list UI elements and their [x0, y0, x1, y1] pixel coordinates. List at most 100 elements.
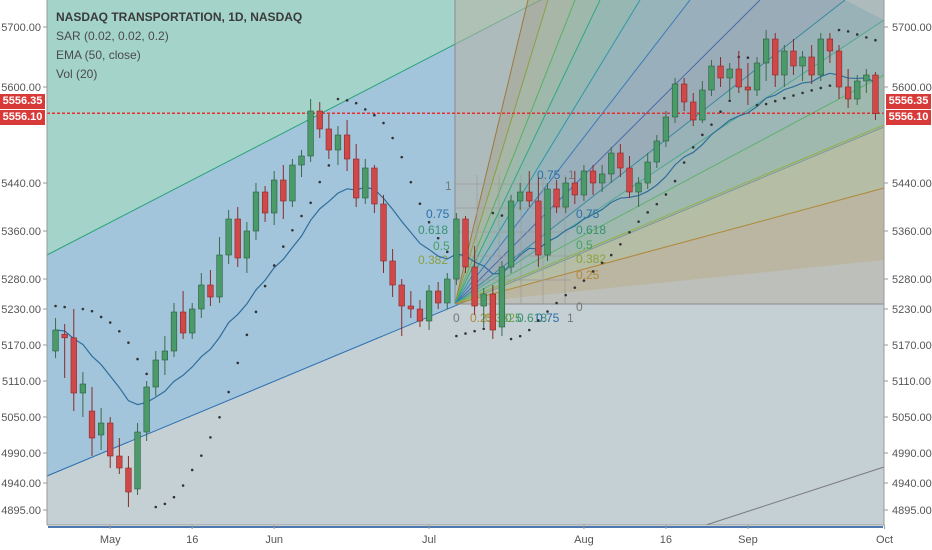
- candle-body: [617, 152, 624, 169]
- gann-level-label: 0.618: [576, 223, 606, 237]
- candle-body: [471, 266, 478, 307]
- y-tick-label-left: 5110.00: [2, 376, 41, 388]
- sar-dot: [619, 242, 622, 246]
- candle: [544, 183, 551, 261]
- time-scrollbar: [48, 526, 883, 528]
- sar-dot: [200, 454, 203, 457]
- candle-body: [535, 200, 542, 256]
- candle: [781, 45, 788, 87]
- candle: [143, 381, 150, 441]
- candle: [52, 318, 59, 359]
- candle: [70, 309, 77, 411]
- sar-dot: [783, 96, 786, 100]
- gann-fan-line: [454, 0, 846, 305]
- candle: [170, 303, 178, 357]
- sar-dot: [118, 329, 121, 333]
- candle: [662, 111, 670, 147]
- sar-dot: [391, 136, 394, 140]
- y-tick-label-right: 5110.00: [892, 376, 931, 388]
- sar-dot: [90, 309, 94, 313]
- candle-body: [416, 308, 424, 322]
- sar-dot: [746, 56, 750, 60]
- sar-dot: [810, 89, 813, 92]
- candle-body: [353, 158, 360, 199]
- candle: [389, 249, 396, 297]
- sar-dot: [628, 230, 631, 234]
- sar-dot: [345, 99, 349, 102]
- candle-body: [817, 38, 824, 76]
- candle-body: [161, 350, 168, 361]
- sar-dot: [227, 390, 230, 394]
- candle-body: [826, 38, 834, 52]
- right-axis-panel: [884, 0, 932, 550]
- candle-body: [134, 431, 141, 490]
- candle-body: [52, 329, 59, 352]
- candle-body: [835, 50, 843, 88]
- sar-dot: [819, 86, 823, 90]
- candle-body: [571, 182, 578, 196]
- candle: [298, 150, 305, 177]
- sar-dot: [682, 161, 686, 164]
- candle: [498, 261, 506, 336]
- sar-dot: [272, 264, 276, 267]
- candle-body: [343, 134, 351, 160]
- candle-body: [435, 290, 442, 304]
- candle: [799, 51, 806, 81]
- candle-body: [854, 80, 861, 100]
- candle-body: [671, 83, 679, 118]
- legend-vol[interactable]: Vol (20): [56, 67, 98, 81]
- sar-dot: [773, 99, 777, 103]
- gann-fan-line: [454, 124, 885, 305]
- candle-body: [61, 333, 68, 339]
- sar-dot: [609, 253, 613, 257]
- candle-body: [753, 62, 761, 91]
- sar-dot: [500, 214, 504, 217]
- candle-body: [626, 167, 633, 193]
- candle: [608, 147, 615, 183]
- candle-body: [189, 308, 196, 334]
- candle-body: [88, 410, 96, 439]
- x-tick-label: 16: [186, 534, 198, 546]
- sar-dot: [837, 28, 841, 32]
- candle: [161, 336, 168, 375]
- sar-dot: [245, 333, 249, 337]
- candle: [398, 279, 405, 336]
- candle: [425, 285, 433, 330]
- sar-dot: [108, 321, 112, 324]
- candle-body: [507, 200, 515, 268]
- legend-symbol-title[interactable]: NASDAQ TRANSPORTATION, 1D, NASDAQ: [56, 10, 303, 24]
- candle-body: [653, 140, 660, 163]
- candle-body: [863, 74, 870, 82]
- current-price-tag-left: 5556.35: [0, 94, 45, 109]
- candle-body: [744, 86, 752, 91]
- current-price-tag-right: 5556.35: [886, 94, 931, 109]
- candle: [179, 291, 187, 339]
- channel-far-line: [705, 466, 885, 526]
- candle: [763, 30, 770, 81]
- sar-dot: [373, 113, 376, 117]
- y-tick-label-right: 4895.00: [892, 505, 932, 517]
- candle: [107, 417, 114, 468]
- sar-dot: [664, 193, 668, 196]
- candle: [61, 324, 68, 378]
- sar-dot: [655, 202, 659, 206]
- candle: [589, 165, 597, 195]
- candle-body: [70, 337, 77, 394]
- candle: [735, 51, 742, 93]
- candle: [835, 45, 843, 99]
- legend-ema[interactable]: EMA (50, close): [56, 48, 141, 62]
- candle: [826, 33, 834, 63]
- candle: [653, 135, 660, 168]
- sar-dot: [637, 220, 640, 223]
- candle: [772, 33, 779, 87]
- gann-level-label: 1: [568, 168, 575, 182]
- candle-body: [143, 386, 150, 433]
- gann-level-label: 0: [576, 300, 583, 314]
- candle-body: [225, 218, 232, 256]
- candle: [517, 183, 524, 210]
- candle: [334, 126, 342, 165]
- candle: [280, 165, 287, 219]
- gann-level-label: 1: [445, 179, 452, 193]
- legend-sar[interactable]: SAR (0.02, 0.02, 0.2): [56, 29, 169, 43]
